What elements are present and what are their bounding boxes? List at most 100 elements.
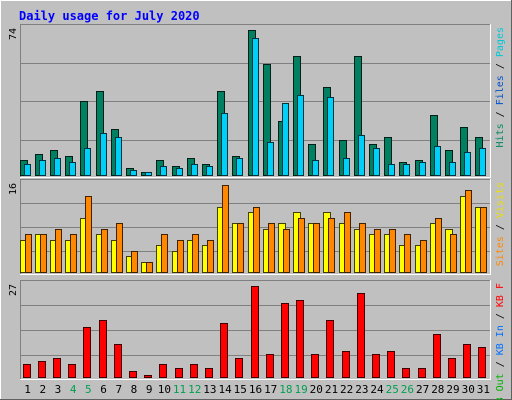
bar-kb-f-day-7	[114, 344, 122, 378]
x-tick-label: 3	[55, 383, 62, 396]
bar-kb-f-day-21	[326, 320, 334, 378]
bar-pages-day-27	[419, 162, 426, 176]
bar-kb-f-day-8	[129, 371, 137, 378]
bar-kb-f-day-22	[342, 351, 350, 378]
bar-kb-f-day-26	[402, 368, 410, 378]
bar-pages-day-7	[115, 137, 122, 176]
x-tick-label: 1	[24, 383, 31, 396]
bar-sites-day-11	[177, 240, 184, 273]
legend-separator: /	[495, 355, 506, 373]
x-tick-label: 20	[310, 383, 323, 396]
bar-kb-f-day-29	[448, 358, 456, 378]
bar-kb-f-day-23	[357, 293, 365, 378]
legend-separator: /	[495, 307, 506, 325]
bar-sites-day-8	[131, 251, 138, 273]
bar-pages-day-8	[130, 170, 137, 176]
bar-sites-day-2	[40, 234, 47, 273]
bar-kb-f-day-16	[251, 286, 259, 378]
x-tick-label: 15	[234, 383, 247, 396]
legend-entry-sites: Sites	[495, 236, 506, 266]
x-tick-label: 16	[249, 383, 262, 396]
bar-kb-f-day-28	[433, 334, 441, 378]
x-tick-label: 26	[401, 383, 414, 396]
bar-pages-day-22	[343, 158, 350, 176]
bar-kb-f-day-11	[175, 368, 183, 378]
x-tick-label: 7	[115, 383, 122, 396]
bar-kb-f-day-13	[205, 368, 213, 378]
y-max-label: 16	[8, 183, 19, 195]
bar-sites-day-25	[389, 229, 396, 273]
bar-kb-f-day-9	[144, 375, 152, 378]
x-tick-label: 21	[325, 383, 338, 396]
bar-sites-day-18	[283, 229, 290, 273]
bar-pages-day-15	[236, 158, 243, 176]
bar-sites-day-16	[253, 207, 260, 273]
bar-pages-day-12	[191, 164, 198, 176]
bar-pages-day-6	[100, 133, 107, 176]
bar-pages-day-31	[479, 148, 486, 176]
bar-sites-day-4	[70, 234, 77, 273]
bar-kb-f-day-25	[387, 351, 395, 378]
x-tick-label: 28	[431, 383, 444, 396]
x-tick-label: 17	[264, 383, 277, 396]
bar-sites-day-7	[116, 223, 123, 273]
bar-kb-f-day-24	[372, 354, 380, 378]
x-tick-label: 9	[146, 383, 153, 396]
legend-entry-kb-out: KB Out	[495, 373, 506, 400]
bar-sites-day-15	[237, 223, 244, 273]
bar-kb-f-day-6	[99, 320, 107, 378]
bar-kb-f-day-12	[190, 364, 198, 378]
bar-sites-day-28	[435, 218, 442, 273]
x-tick-label: 25	[386, 383, 399, 396]
bar-kb-f-day-1	[23, 364, 31, 378]
bar-kb-f-day-27	[418, 368, 426, 378]
x-tick-label: 8	[131, 383, 138, 396]
bar-pages-day-25	[388, 164, 395, 176]
x-tick-label: 14	[218, 383, 232, 396]
legend-entry-files: Files	[495, 75, 506, 105]
bar-sites-day-14	[222, 185, 229, 273]
x-tick-label: 23	[355, 383, 368, 396]
bar-kb-f-day-19	[296, 300, 304, 378]
bar-kb-f-day-3	[53, 358, 61, 378]
x-tick-label: 24	[370, 383, 384, 396]
legend: Hits / Files / Pages	[495, 27, 506, 147]
legend: KB Out / KB In / KB F	[495, 283, 506, 400]
bar-kb-f-day-17	[266, 354, 274, 378]
bar-sites-day-5	[85, 196, 92, 273]
bar-pages-day-5	[84, 148, 91, 176]
x-tick-label: 27	[416, 383, 429, 396]
bar-pages-day-18	[282, 103, 289, 176]
bar-sites-day-22	[344, 212, 351, 273]
bar-pages-day-14	[221, 113, 228, 176]
bar-pages-day-19	[297, 95, 304, 176]
bar-pages-day-13	[206, 166, 213, 176]
bar-pages-day-4	[69, 162, 76, 176]
bar-sites-day-30	[465, 190, 472, 273]
bar-pages-day-23	[358, 135, 365, 176]
bar-sites-day-31	[480, 207, 487, 273]
bar-kb-f-day-10	[159, 364, 167, 378]
panel-2: 16 Sites / Visits	[8, 179, 506, 275]
bar-sites-day-26	[404, 234, 411, 273]
legend-separator: /	[495, 218, 506, 236]
x-tick-label: 19	[294, 383, 307, 396]
bar-pages-day-11	[176, 168, 183, 176]
bar-pages-day-29	[449, 162, 456, 176]
panel-3: 27 KB Out / KB In / KB F	[8, 280, 506, 400]
x-tick-label: 4	[70, 383, 77, 396]
x-tick-label: 10	[158, 383, 171, 396]
bar-pages-day-9	[145, 172, 152, 176]
y-max-label: 74	[8, 28, 19, 40]
bar-kb-f-day-18	[281, 303, 289, 378]
bar-kb-f-day-4	[68, 364, 76, 378]
bar-pages-day-28	[434, 146, 441, 176]
bar-sites-day-10	[161, 234, 168, 273]
bar-pages-day-3	[54, 158, 61, 176]
bar-pages-day-21	[327, 97, 334, 176]
bar-kb-f-day-31	[478, 347, 486, 378]
legend-entry-pages: Pages	[495, 27, 506, 57]
bar-sites-day-19	[298, 218, 305, 273]
bar-sites-day-29	[450, 234, 457, 273]
